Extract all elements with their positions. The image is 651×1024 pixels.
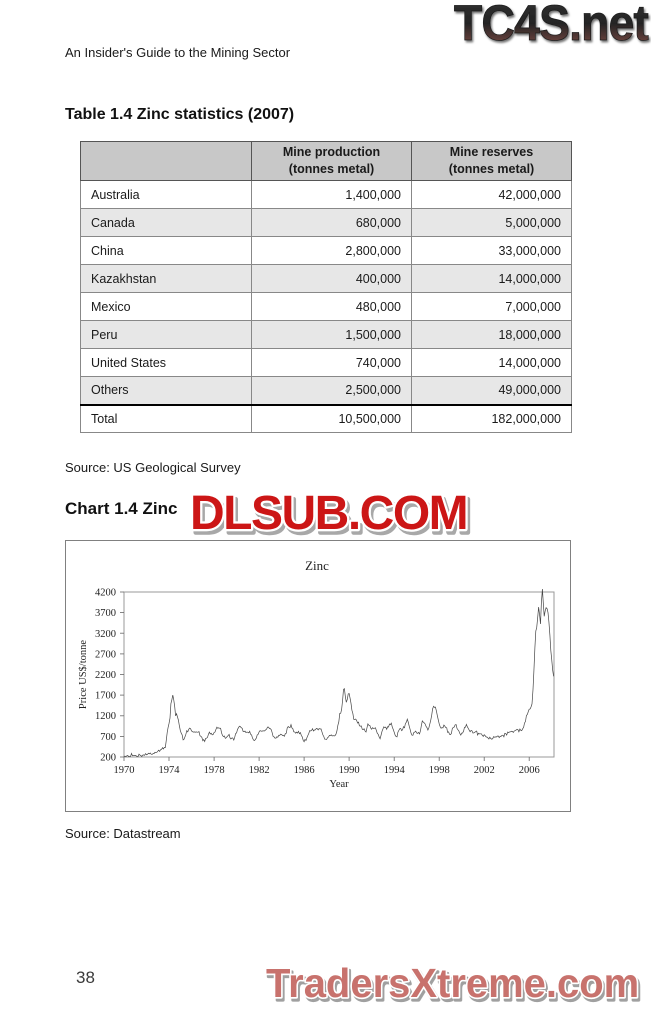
svg-text:3200: 3200 [95, 629, 116, 640]
svg-text:Zinc: Zinc [305, 558, 329, 573]
svg-text:200: 200 [100, 753, 116, 764]
svg-text:1970: 1970 [114, 765, 135, 776]
svg-text:1978: 1978 [204, 765, 225, 776]
svg-text:1994: 1994 [384, 765, 406, 776]
svg-text:2200: 2200 [95, 670, 116, 681]
svg-text:1982: 1982 [249, 765, 270, 776]
svg-text:700: 700 [100, 732, 116, 743]
svg-text:Year: Year [329, 779, 349, 790]
svg-text:2700: 2700 [95, 649, 116, 660]
svg-text:TC4S.net: TC4S.net [454, 0, 649, 51]
svg-text:DLSUB.COM: DLSUB.COM [190, 487, 467, 540]
svg-text:3700: 3700 [95, 608, 116, 619]
svg-text:1986: 1986 [294, 765, 315, 776]
svg-text:4200: 4200 [95, 588, 116, 599]
svg-text:1990: 1990 [339, 765, 360, 776]
svg-text:1700: 1700 [95, 691, 116, 702]
svg-text:2002: 2002 [474, 765, 495, 776]
svg-text:Price US$/tonne: Price US$/tonne [78, 640, 89, 709]
svg-text:1998: 1998 [429, 765, 450, 776]
svg-text:1974: 1974 [159, 765, 181, 776]
svg-text:2006: 2006 [519, 765, 540, 776]
svg-text:TradersXtreme.com: TradersXtreme.com [266, 960, 639, 1007]
svg-text:1200: 1200 [95, 711, 116, 722]
